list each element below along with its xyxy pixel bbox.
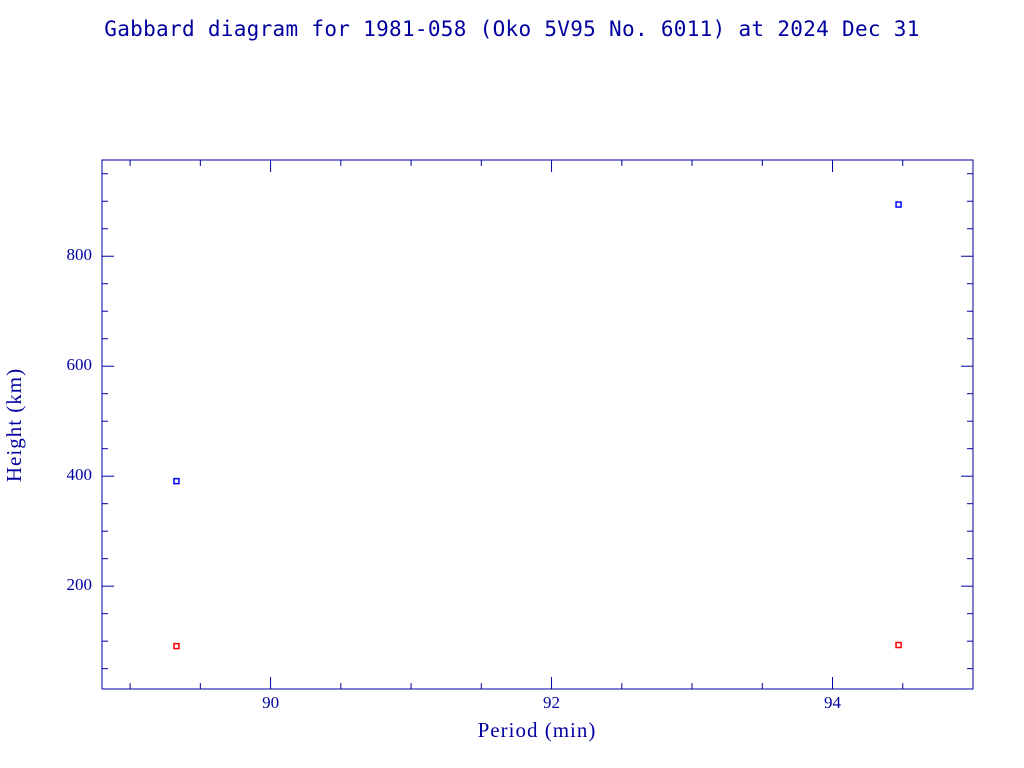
chart-title: Gabbard diagram for 1981-058 (Oko 5V95 N…	[104, 17, 919, 41]
data-point	[895, 641, 902, 649]
y-tick-label: 800	[67, 245, 93, 264]
x-tick-label: 94	[824, 693, 842, 712]
data-point	[173, 642, 180, 650]
x-tick-label: 90	[262, 693, 279, 712]
data-point	[895, 201, 902, 208]
y-axis-label: Height (km)	[2, 368, 26, 482]
x-axis-label: Period (min)	[478, 718, 597, 742]
x-tick-label: 92	[543, 693, 560, 712]
y-tick-label: 200	[67, 575, 93, 594]
y-tick-label: 600	[67, 355, 93, 374]
plot-frame	[101, 159, 974, 690]
data-point	[173, 477, 180, 485]
y-tick-label: 400	[67, 465, 93, 484]
